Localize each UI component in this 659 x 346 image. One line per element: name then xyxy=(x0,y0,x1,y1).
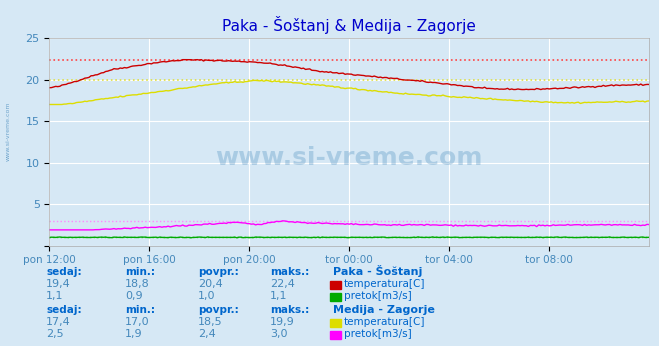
Text: povpr.:: povpr.: xyxy=(198,267,239,277)
Text: min.:: min.: xyxy=(125,305,156,315)
Text: maks.:: maks.: xyxy=(270,267,310,277)
Text: sedaj:: sedaj: xyxy=(46,305,82,315)
Text: 22,4: 22,4 xyxy=(270,279,295,289)
Text: sedaj:: sedaj: xyxy=(46,267,82,277)
Text: 17,0: 17,0 xyxy=(125,317,150,327)
Text: pretok[m3/s]: pretok[m3/s] xyxy=(344,291,412,301)
Text: 17,4: 17,4 xyxy=(46,317,71,327)
Text: povpr.:: povpr.: xyxy=(198,305,239,315)
Text: maks.:: maks.: xyxy=(270,305,310,315)
Text: www.si-vreme.com: www.si-vreme.com xyxy=(5,102,11,161)
Text: 19,4: 19,4 xyxy=(46,279,71,289)
Text: 2,5: 2,5 xyxy=(46,329,64,339)
Text: www.si-vreme.com: www.si-vreme.com xyxy=(215,146,483,171)
Text: min.:: min.: xyxy=(125,267,156,277)
Text: 1,1: 1,1 xyxy=(46,291,64,301)
Text: 0,9: 0,9 xyxy=(125,291,143,301)
Text: 20,4: 20,4 xyxy=(198,279,223,289)
Text: Medija - Zagorje: Medija - Zagorje xyxy=(333,305,435,315)
Text: 1,1: 1,1 xyxy=(270,291,288,301)
Text: 1,9: 1,9 xyxy=(125,329,143,339)
Text: temperatura[C]: temperatura[C] xyxy=(344,279,426,289)
Text: Paka - Šoštanj: Paka - Šoštanj xyxy=(333,265,422,277)
Text: 19,9: 19,9 xyxy=(270,317,295,327)
Text: 18,8: 18,8 xyxy=(125,279,150,289)
Text: 1,0: 1,0 xyxy=(198,291,215,301)
Text: 18,5: 18,5 xyxy=(198,317,222,327)
Text: 2,4: 2,4 xyxy=(198,329,215,339)
Text: temperatura[C]: temperatura[C] xyxy=(344,317,426,327)
Text: 3,0: 3,0 xyxy=(270,329,288,339)
Title: Paka - Šoštanj & Medija - Zagorje: Paka - Šoštanj & Medija - Zagorje xyxy=(222,16,476,34)
Text: pretok[m3/s]: pretok[m3/s] xyxy=(344,329,412,339)
